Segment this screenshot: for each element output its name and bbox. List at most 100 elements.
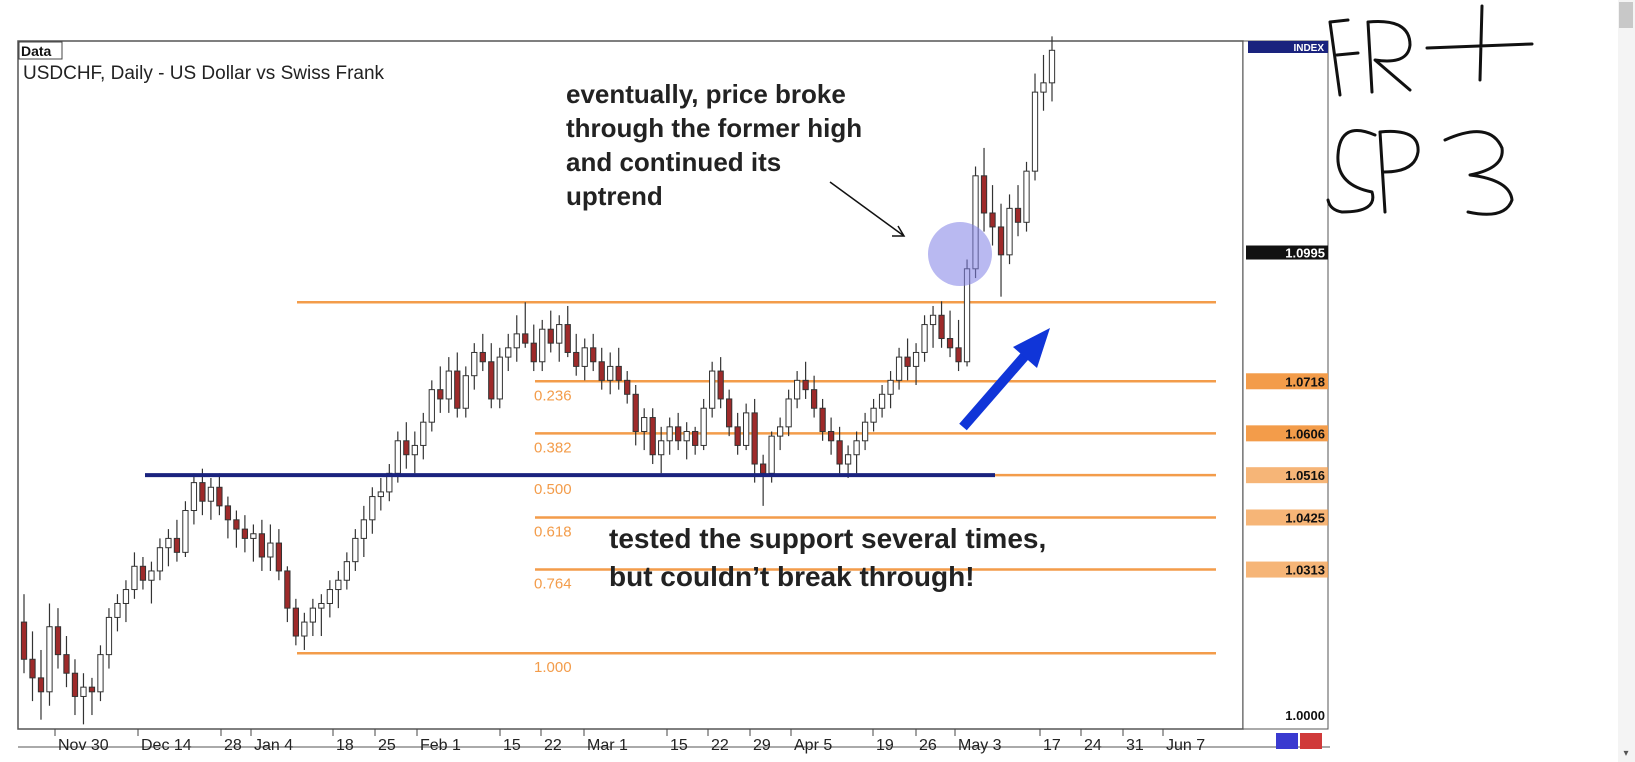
x-tick-label: Jan 4	[254, 737, 293, 754]
bull-candle-body	[190, 482, 198, 512]
bear-candle-body	[29, 658, 36, 679]
fib-ratio-label: 1.000	[534, 659, 572, 676]
bear-candle-body	[649, 417, 656, 456]
bull-candle-body	[1031, 91, 1039, 172]
bull-candle-body	[743, 412, 750, 446]
candle	[445, 357, 452, 413]
candle	[776, 417, 784, 451]
scrollbar-thumb[interactable]	[1619, 2, 1633, 28]
candle	[726, 389, 733, 437]
bear-candle-body	[547, 328, 554, 344]
candle	[564, 305, 571, 358]
bear-candle-body	[488, 361, 495, 400]
bear-candle-body	[717, 370, 724, 400]
fib-ratio-label: 0.618	[534, 523, 572, 540]
uptrend-arrow	[959, 328, 1050, 431]
candle	[912, 343, 920, 385]
bear-candle-body	[760, 463, 767, 474]
candle	[250, 524, 257, 562]
candle	[539, 319, 546, 372]
bear-candle-body	[997, 226, 1005, 256]
candle	[97, 645, 104, 702]
bull-candle-body	[156, 547, 164, 572]
candle	[955, 319, 962, 372]
fib-price-badge	[1246, 509, 1328, 526]
candle	[1040, 54, 1047, 111]
candle	[700, 398, 707, 451]
candle	[530, 324, 537, 372]
candle	[624, 371, 631, 404]
bull-candle-body	[122, 589, 130, 604]
x-tick-label: 26	[919, 737, 937, 754]
bull-candle-body	[581, 347, 588, 367]
bull-candle-body	[394, 440, 401, 474]
candle	[895, 347, 903, 390]
bull-candle-body	[666, 426, 673, 442]
bear-candle-body	[63, 654, 70, 674]
bear-candle-body	[437, 389, 444, 400]
breakout-line-2: through the former high	[566, 113, 862, 143]
candle	[71, 659, 79, 716]
bull-candle-body	[326, 589, 333, 604]
bull-candle-body	[182, 510, 189, 553]
candle	[20, 594, 28, 674]
bull-candle-body	[505, 347, 512, 358]
candle	[216, 473, 223, 516]
scale-buttons[interactable]	[1276, 733, 1322, 749]
x-tick-label: Feb 1	[420, 737, 461, 754]
bear-candle-body	[734, 426, 741, 446]
candle	[938, 301, 945, 348]
x-tick-label: 22	[711, 737, 729, 754]
candle	[114, 594, 121, 632]
bull-candle-body	[1006, 207, 1013, 256]
bull-candle-body	[335, 579, 342, 591]
candle	[343, 552, 350, 590]
current-price-badge	[1246, 245, 1328, 260]
bear-candle-body	[258, 533, 266, 558]
candle	[488, 343, 495, 409]
x-tick-label: 15	[503, 737, 521, 754]
candle	[921, 315, 928, 362]
bull-candle-body	[46, 626, 53, 693]
scroll-down-arrow[interactable]: ▾	[1623, 748, 1629, 759]
candle	[853, 431, 860, 474]
candle	[547, 310, 554, 353]
fib-ratio-label: 0.500	[534, 481, 572, 498]
price-axis-labels: 1.0995 1.0718 1.0606 1.0516 1.0425 1.0313 1.00…	[1246, 245, 1328, 723]
candle	[411, 431, 418, 474]
bull-candle-body	[267, 542, 274, 558]
bear-candle-body	[241, 528, 249, 539]
candle	[598, 347, 605, 390]
bear-candle-body	[836, 440, 843, 465]
bear-candle-body	[20, 621, 28, 660]
bull-candle-body	[912, 351, 920, 367]
x-tick-label: Apr 5	[794, 737, 832, 754]
bull-candle-body	[420, 421, 427, 446]
bull-candle-body	[462, 375, 469, 409]
bull-candle-body	[1023, 170, 1030, 223]
fib-price-badge	[1246, 373, 1328, 390]
close-view-button[interactable]	[1300, 733, 1322, 749]
scrollbar-track[interactable]	[1618, 0, 1635, 762]
bull-candle-body	[428, 389, 435, 423]
candle	[827, 417, 835, 455]
candle	[454, 352, 461, 418]
candle	[989, 185, 996, 246]
index-badge: INDEX	[1248, 41, 1328, 54]
candle	[471, 343, 478, 390]
candle	[437, 366, 444, 413]
bear-candle-body	[632, 393, 639, 432]
candle	[173, 519, 181, 562]
grid-view-button[interactable]	[1276, 733, 1298, 749]
candle	[505, 333, 512, 372]
bull-candle-body	[131, 565, 138, 591]
candle	[666, 417, 673, 455]
candle	[929, 305, 937, 348]
bear-candle-body	[573, 351, 580, 367]
candle	[844, 445, 852, 478]
bull-candle-body	[369, 496, 376, 521]
bull-candle-body	[1048, 49, 1056, 84]
bear-candle-body	[598, 361, 605, 381]
candle	[131, 552, 138, 599]
